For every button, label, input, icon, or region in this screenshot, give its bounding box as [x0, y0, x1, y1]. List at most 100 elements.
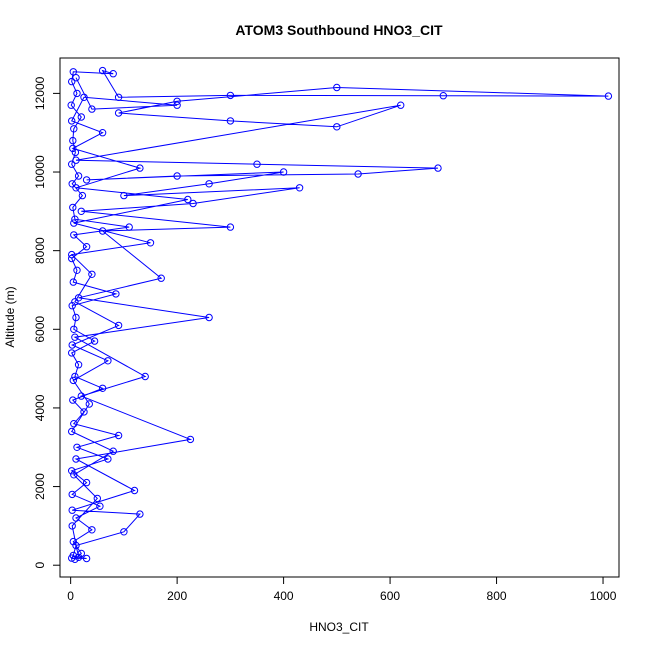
data-point-0-84: [68, 554, 76, 562]
data-point-0-56: [72, 156, 80, 164]
data-point-0-51: [173, 97, 181, 106]
data-point-0-57: [253, 160, 261, 168]
data-point-0-49: [604, 92, 613, 100]
data-point-0-33: [68, 180, 76, 188]
data-point-0-18: [68, 349, 76, 357]
data-point-0-24: [69, 278, 78, 286]
data-point-0-63: [205, 180, 213, 188]
y-axis-label: Altitude (m): [3, 286, 17, 347]
y-tick-label-12000: 12000: [33, 76, 47, 110]
data-point-0-79: [68, 506, 76, 514]
data-point-0-46: [114, 93, 123, 102]
data-point-0-99: [68, 250, 76, 259]
data-point-0-94: [104, 357, 112, 365]
data-point-0-45: [98, 66, 107, 75]
data-point-0-87: [68, 522, 76, 530]
data-point-0-81: [120, 528, 128, 536]
x-axis: 0 200 400 600 800 1000: [67, 576, 617, 603]
data-point-0-97: [71, 298, 79, 306]
data-point-0-76: [186, 435, 195, 444]
data-point-0-28: [70, 231, 78, 239]
data-point-0-13: [80, 408, 88, 416]
data-point-0-91: [68, 427, 76, 436]
data-point-0-32: [78, 191, 87, 200]
data-point-0-65: [295, 184, 304, 192]
data-point-0-6: [68, 490, 76, 499]
data-point-0-73: [71, 333, 79, 341]
data-point-0-38: [70, 125, 78, 133]
x-tick-label-400: 400: [274, 589, 294, 603]
data-point-0-20: [70, 325, 78, 333]
data-point-0-82: [72, 541, 80, 550]
y-tick-label-6000: 6000: [33, 316, 47, 343]
x-tick-label-200: 200: [167, 589, 187, 603]
data-point-0-36: [71, 148, 80, 157]
y-tick-label-10000: 10000: [33, 155, 47, 189]
data-point-0-40: [67, 101, 75, 109]
data-point-0-66: [189, 199, 197, 208]
data-point-0-35: [68, 160, 76, 168]
data-point-0-92: [85, 400, 94, 408]
series-line-0: [70, 69, 609, 560]
x-tick-label-600: 600: [380, 589, 400, 603]
data-point-0-74: [141, 372, 149, 381]
data-point-0-23: [112, 290, 120, 298]
data-point-0-96: [114, 321, 123, 330]
data-point-0-61: [82, 176, 91, 184]
data-point-0-70: [157, 274, 165, 282]
chart-title: ATOM3 Southbound HNO3_CIT: [235, 22, 443, 38]
series-points: [67, 66, 613, 563]
data-point-0-12: [70, 420, 78, 428]
data-point-0-39: [77, 113, 86, 121]
data-point-0-41: [73, 89, 81, 98]
data-point-0-93: [69, 376, 78, 385]
data-point-0-60: [173, 172, 181, 180]
data-point-0-5: [96, 502, 104, 510]
data-point-0-21: [72, 313, 80, 322]
data-point-0-34: [74, 172, 83, 180]
y-tick-label-0: 0: [33, 562, 47, 569]
data-point-0-95: [68, 341, 76, 349]
data-point-0-17: [74, 361, 83, 369]
data-point-0-75: [77, 392, 86, 400]
data-point-0-103: [72, 184, 80, 192]
data-point-0-89: [70, 471, 78, 479]
data-point-0-104: [136, 164, 144, 172]
data-point-0-9: [104, 455, 112, 463]
y-axis: 0 2000 4000 6000 8000 10000 12000: [33, 76, 61, 569]
data-point-0-7: [82, 478, 91, 487]
data-point-0-25: [73, 266, 81, 274]
data-point-0-42: [68, 77, 76, 86]
y-tick-label-2000: 2000: [33, 473, 47, 500]
data-point-0-85: [82, 554, 91, 563]
data-point-0-8: [68, 467, 76, 475]
y-tick-label-4000: 4000: [33, 394, 47, 421]
data-point-0-11: [114, 431, 123, 440]
data-point-0-107: [68, 117, 76, 125]
data-point-0-4: [72, 514, 80, 522]
data-point-0-108: [80, 93, 88, 102]
data-point-0-105: [69, 144, 77, 153]
data-point-0-27: [82, 243, 91, 251]
data-point-0-98: [88, 270, 96, 278]
data-point-0-88: [93, 494, 102, 503]
data-point-0-90: [109, 447, 117, 455]
data-point-0-68: [226, 223, 235, 231]
data-point-0-14: [69, 396, 77, 404]
data-point-0-55: [397, 101, 405, 109]
data-point-0-3: [88, 526, 96, 534]
data-point-0-15: [98, 384, 107, 392]
data-point-0-16: [71, 372, 79, 381]
x-tick-label-0: 0: [67, 589, 74, 603]
data-point-0-62: [279, 168, 288, 176]
data-point-0-54: [333, 123, 341, 131]
data-point-0-53: [226, 117, 235, 125]
data-point-0-19: [90, 337, 99, 345]
data-point-0-110: [88, 105, 96, 113]
data-point-0-10: [73, 443, 81, 451]
data-point-0-69: [98, 227, 107, 235]
data-point-0-86: [74, 553, 83, 561]
series-lines: [70, 69, 609, 560]
x-tick-label-800: 800: [487, 589, 507, 603]
